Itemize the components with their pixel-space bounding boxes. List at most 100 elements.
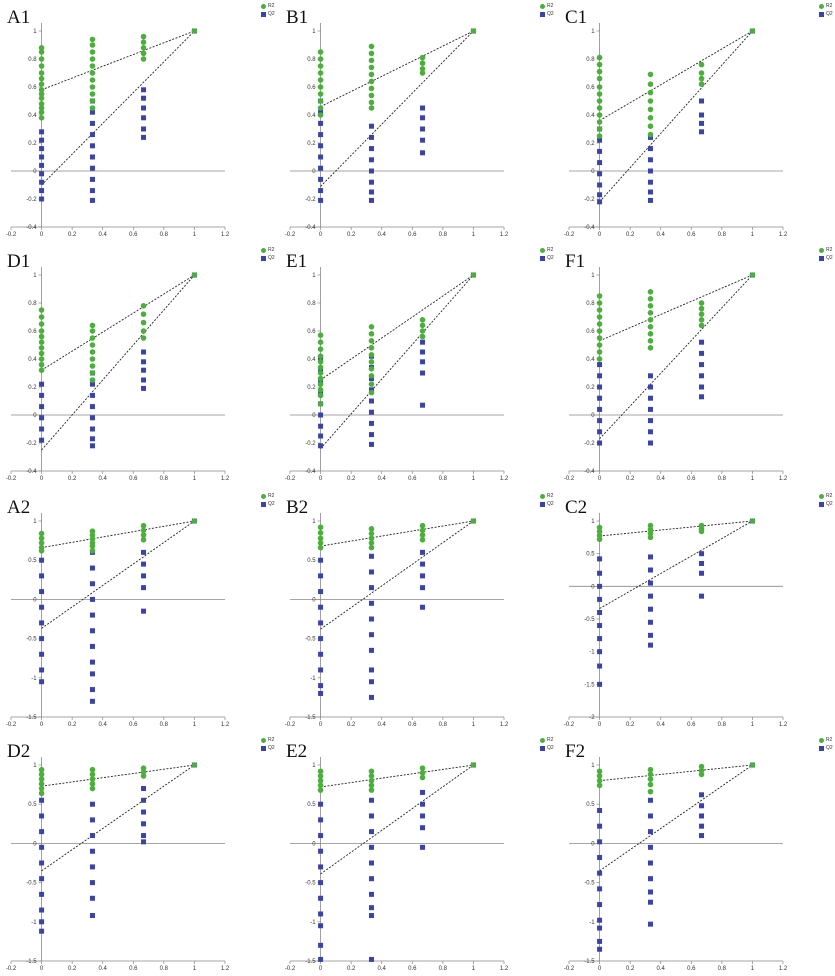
r2-point: [38, 91, 45, 97]
legend-label: R2: [826, 737, 833, 743]
q2-point: [39, 620, 45, 626]
legend-label: R2: [268, 737, 275, 743]
q2-point: [597, 839, 603, 845]
y-tick-label: 0: [312, 841, 316, 847]
r2-point: [419, 333, 426, 340]
q2-point: [141, 115, 147, 121]
y-tick-label: -0.2: [584, 441, 595, 447]
q2-point: [597, 902, 603, 908]
r2-point: [38, 345, 45, 351]
r2-point: [698, 75, 705, 82]
q2-point: [141, 839, 147, 845]
r2-point: [596, 75, 603, 82]
q2-point: [318, 154, 324, 160]
panel-label: A1: [7, 7, 31, 28]
r2-point: [38, 70, 45, 76]
r2-point: [38, 321, 45, 327]
r2-point: [317, 782, 324, 789]
r2-point: [38, 109, 45, 115]
q2-point: [597, 440, 603, 446]
y-tick-label: 0.8: [28, 301, 37, 307]
q2-point: [420, 844, 426, 850]
legend-label: R2: [826, 493, 833, 499]
q2-point: [699, 551, 705, 557]
q2-point: [647, 567, 653, 573]
r2-point: [317, 84, 324, 90]
x-tick-label: 0.4: [99, 722, 108, 728]
x-tick-label: 0.6: [687, 966, 696, 972]
x-tick-label: 0.6: [129, 722, 138, 728]
y-tick-label: 0.6: [307, 85, 316, 91]
q2-point: [89, 188, 95, 194]
q2-point: [368, 157, 374, 163]
r2-point: [317, 353, 324, 359]
q2-point: [89, 581, 95, 587]
q2-point: [318, 690, 324, 696]
r2-point: [647, 71, 654, 78]
q2-point: [368, 189, 374, 195]
q2-point: [368, 409, 374, 415]
x-tick-label: -0.2: [6, 722, 17, 728]
q2-point: [647, 921, 653, 927]
y-tick-label: -0.5: [584, 881, 595, 887]
scatter-plot: -0.2 0 0.2 0.4 0.6 0.8 1 1.2 -1.5 -1 -0.5 0 0.5 1: [6, 757, 230, 972]
r2-point: [698, 70, 705, 76]
panel-label: B1: [286, 7, 309, 28]
r2-point: [317, 346, 324, 352]
q2-point: [318, 109, 324, 115]
x-tick-label: 0.8: [160, 722, 169, 728]
x-tick-label: 0.8: [160, 476, 169, 482]
q2-point: [141, 105, 147, 111]
legend-label: R2: [268, 493, 275, 499]
x-tick-label: 1: [751, 722, 755, 728]
q2-point: [597, 418, 603, 424]
y-tick-label: 0.4: [307, 357, 316, 363]
q2-point: [597, 938, 603, 944]
y-tick-label: 1: [33, 763, 37, 769]
panel-b1: B1 -0.2 0 0.2 0.4 0.6 0.8 1 1.2 -0.4 -0.2 0 0.2 0.4 0.…: [284, 0, 559, 240]
q2-point: [318, 589, 324, 595]
r2-point: [647, 106, 654, 113]
q2-point: [647, 384, 653, 390]
legend-label: Q2: [826, 745, 833, 751]
q2-point: [420, 789, 426, 795]
q2-point: [39, 404, 45, 410]
legend-item: R2: [540, 246, 554, 254]
y-tick-label: 1: [312, 763, 316, 769]
q2-point: [89, 659, 95, 665]
q2-point: [318, 667, 324, 673]
x-tick-label: 1: [472, 232, 476, 238]
panel-label: D1: [7, 251, 31, 272]
q2-point: [39, 162, 45, 168]
r2-point: [89, 70, 96, 76]
legend-item: Q2: [261, 500, 275, 508]
q2-point: [597, 609, 603, 615]
r2-point: [749, 518, 756, 524]
r2-point: [419, 532, 426, 538]
x-tick-label: 0.8: [718, 966, 727, 972]
q2-point: [318, 848, 324, 854]
r2-point: [596, 328, 603, 334]
x-tick-label: 1.2: [221, 722, 230, 728]
q2-point: [318, 165, 324, 171]
y-tick-label: 0.8: [586, 301, 595, 307]
q2-point: [39, 797, 45, 803]
r2-point: [38, 540, 45, 546]
r2-point: [647, 131, 654, 138]
q2-point: [420, 825, 426, 831]
panel-label: A2: [7, 497, 31, 518]
y-tick-label: 1: [312, 519, 316, 525]
r2-point: [140, 303, 147, 309]
x-tick-label: 0.2: [347, 722, 356, 728]
q2-point: [141, 786, 147, 792]
q2-point: [368, 860, 374, 866]
r2-point: [38, 87, 45, 93]
r2-regression-line: [320, 520, 474, 547]
q2-point: [597, 192, 603, 198]
r2-point: [368, 99, 375, 106]
scatter-plot: -0.2 0 0.2 0.4 0.6 0.8 1 1.2 -0.4 -0.2 0 0.2 0.4 0.6 0…: [6, 23, 230, 238]
r2-point: [140, 50, 147, 57]
y-tick-label: -0.2: [26, 441, 37, 447]
q2-point: [368, 398, 374, 404]
q2-point: [368, 387, 374, 393]
